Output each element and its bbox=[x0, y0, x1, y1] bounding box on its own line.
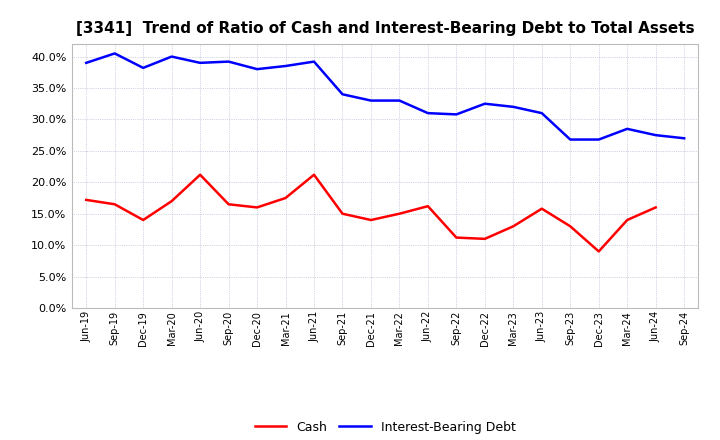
Cash bbox=[595, 249, 603, 254]
Cash bbox=[338, 211, 347, 216]
Interest-Bearing Debt bbox=[196, 60, 204, 66]
Interest-Bearing Debt bbox=[423, 110, 432, 116]
Interest-Bearing Debt bbox=[139, 65, 148, 70]
Legend: Cash, Interest-Bearing Debt: Cash, Interest-Bearing Debt bbox=[250, 416, 521, 439]
Cash bbox=[452, 235, 461, 240]
Cash bbox=[167, 198, 176, 204]
Interest-Bearing Debt bbox=[452, 112, 461, 117]
Interest-Bearing Debt bbox=[595, 137, 603, 142]
Interest-Bearing Debt bbox=[167, 54, 176, 59]
Cash bbox=[566, 224, 575, 229]
Interest-Bearing Debt bbox=[282, 63, 290, 69]
Cash bbox=[623, 217, 631, 223]
Interest-Bearing Debt bbox=[225, 59, 233, 64]
Interest-Bearing Debt bbox=[480, 101, 489, 106]
Title: [3341]  Trend of Ratio of Cash and Interest-Bearing Debt to Total Assets: [3341] Trend of Ratio of Cash and Intere… bbox=[76, 21, 695, 36]
Interest-Bearing Debt bbox=[366, 98, 375, 103]
Cash bbox=[196, 172, 204, 177]
Cash bbox=[139, 217, 148, 223]
Interest-Bearing Debt bbox=[338, 92, 347, 97]
Cash bbox=[282, 195, 290, 201]
Interest-Bearing Debt bbox=[310, 59, 318, 64]
Cash bbox=[509, 224, 518, 229]
Interest-Bearing Debt bbox=[253, 66, 261, 72]
Cash bbox=[537, 206, 546, 211]
Interest-Bearing Debt bbox=[537, 110, 546, 116]
Interest-Bearing Debt bbox=[395, 98, 404, 103]
Interest-Bearing Debt bbox=[680, 136, 688, 141]
Interest-Bearing Debt bbox=[652, 132, 660, 138]
Cash bbox=[423, 204, 432, 209]
Cash bbox=[652, 205, 660, 210]
Interest-Bearing Debt bbox=[82, 60, 91, 66]
Interest-Bearing Debt bbox=[566, 137, 575, 142]
Cash bbox=[225, 202, 233, 207]
Line: Interest-Bearing Debt: Interest-Bearing Debt bbox=[86, 53, 684, 139]
Cash bbox=[110, 202, 119, 207]
Cash bbox=[395, 211, 404, 216]
Cash bbox=[366, 217, 375, 223]
Cash bbox=[310, 172, 318, 177]
Interest-Bearing Debt bbox=[623, 126, 631, 132]
Interest-Bearing Debt bbox=[509, 104, 518, 110]
Cash bbox=[253, 205, 261, 210]
Interest-Bearing Debt bbox=[110, 51, 119, 56]
Cash bbox=[480, 236, 489, 242]
Cash bbox=[82, 197, 91, 202]
Line: Cash: Cash bbox=[86, 175, 656, 251]
